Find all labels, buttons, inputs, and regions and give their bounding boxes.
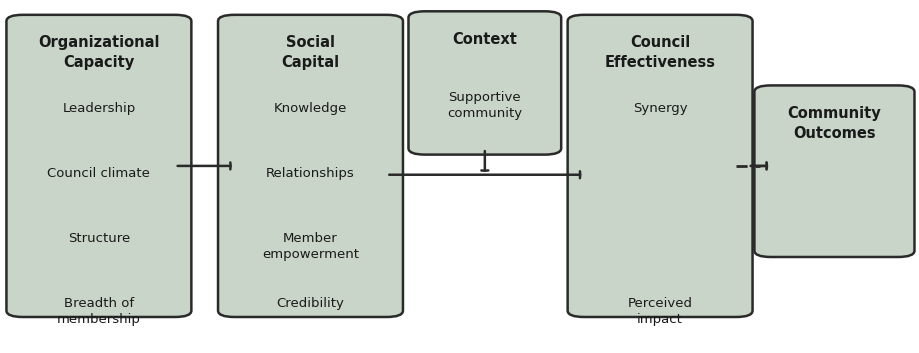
Text: Leadership: Leadership bbox=[62, 102, 135, 115]
Text: Relationships: Relationships bbox=[266, 167, 355, 180]
Text: Council
Effectiveness: Council Effectiveness bbox=[604, 35, 715, 70]
FancyBboxPatch shape bbox=[408, 11, 561, 155]
Text: Council climate: Council climate bbox=[48, 167, 150, 180]
Text: Credibility: Credibility bbox=[277, 297, 344, 310]
Text: Knowledge: Knowledge bbox=[274, 102, 346, 115]
Text: Social
Capital: Social Capital bbox=[281, 35, 339, 70]
Text: Member
empowerment: Member empowerment bbox=[262, 232, 358, 261]
Text: Structure: Structure bbox=[68, 232, 130, 245]
Text: Supportive
community: Supportive community bbox=[447, 91, 522, 120]
FancyBboxPatch shape bbox=[6, 15, 191, 317]
Text: Synergy: Synergy bbox=[632, 102, 686, 115]
Text: Perceived
impact: Perceived impact bbox=[627, 297, 692, 325]
FancyBboxPatch shape bbox=[218, 15, 403, 317]
Text: Context: Context bbox=[452, 32, 516, 47]
FancyBboxPatch shape bbox=[567, 15, 752, 317]
Text: Organizational
Capacity: Organizational Capacity bbox=[38, 35, 160, 70]
Text: Breadth of
membership: Breadth of membership bbox=[57, 297, 141, 325]
Text: Community
Outcomes: Community Outcomes bbox=[787, 106, 880, 141]
FancyBboxPatch shape bbox=[754, 85, 913, 257]
